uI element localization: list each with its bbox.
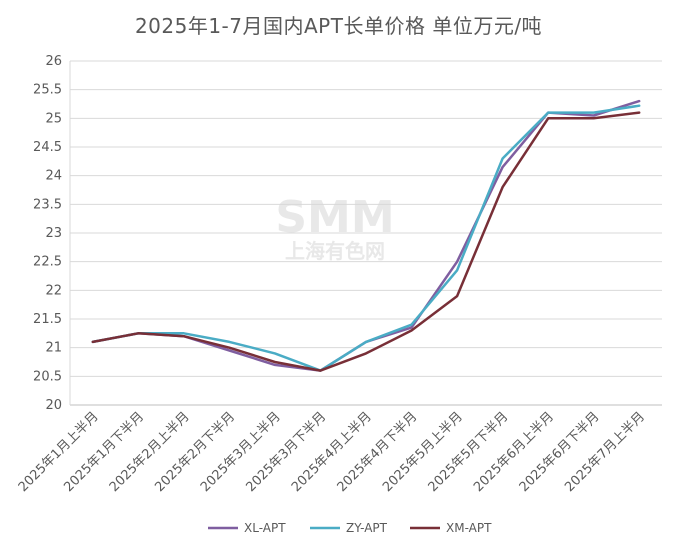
x-tick-label: 2025年5月上半月 xyxy=(380,409,466,495)
x-tick-label: 2025年1月上半月 xyxy=(16,409,102,495)
y-tick-label: 22 xyxy=(45,283,62,298)
x-tick-label: 2025年4月下半月 xyxy=(335,409,421,495)
legend-label: XL-APT xyxy=(244,521,286,535)
watermark-logo: SMM xyxy=(275,192,394,243)
y-tick-label: 25 xyxy=(45,111,62,126)
y-tick-label: 20 xyxy=(45,398,62,413)
x-tick-label: 2025年2月下半月 xyxy=(152,409,238,495)
series-line-xm-apt xyxy=(91,111,641,372)
y-tick-label: 24.5 xyxy=(33,140,62,155)
y-tick-label: 21.5 xyxy=(33,312,62,327)
watermark-text: 上海有色网 xyxy=(285,239,385,263)
series-line-zy-apt xyxy=(91,104,641,372)
x-tick-label: 2025年3月下半月 xyxy=(243,409,329,495)
x-tick-label: 2025年6月上半月 xyxy=(471,409,557,495)
y-tick-label: 22.5 xyxy=(33,255,62,270)
y-tick-label: 23 xyxy=(45,226,62,241)
chart-title: 2025年1-7月国内APT长单价格 单位万元/吨 xyxy=(134,14,543,38)
y-tick-label: 21 xyxy=(45,341,62,356)
y-tick-label: 26 xyxy=(45,54,62,69)
y-tick-label: 20.5 xyxy=(33,369,62,384)
y-tick-label: 23.5 xyxy=(33,197,62,212)
x-tick-label: 2025年3月上半月 xyxy=(198,409,284,495)
x-tick-label: 2025年5月下半月 xyxy=(426,409,512,495)
x-tick-label: 2025年2月上半月 xyxy=(107,409,193,495)
x-tick-label: 2025年4月上半月 xyxy=(289,409,375,495)
y-tick-label: 24 xyxy=(45,169,62,184)
x-tick-label: 2025年7月上半月 xyxy=(562,409,648,495)
legend-label: XM-APT xyxy=(446,521,492,535)
y-tick-label: 25.5 xyxy=(33,83,62,98)
x-tick-label: 2025年1月下半月 xyxy=(61,409,147,495)
x-tick-label: 2025年6月下半月 xyxy=(517,409,603,495)
legend-label: ZY-APT xyxy=(346,521,388,535)
